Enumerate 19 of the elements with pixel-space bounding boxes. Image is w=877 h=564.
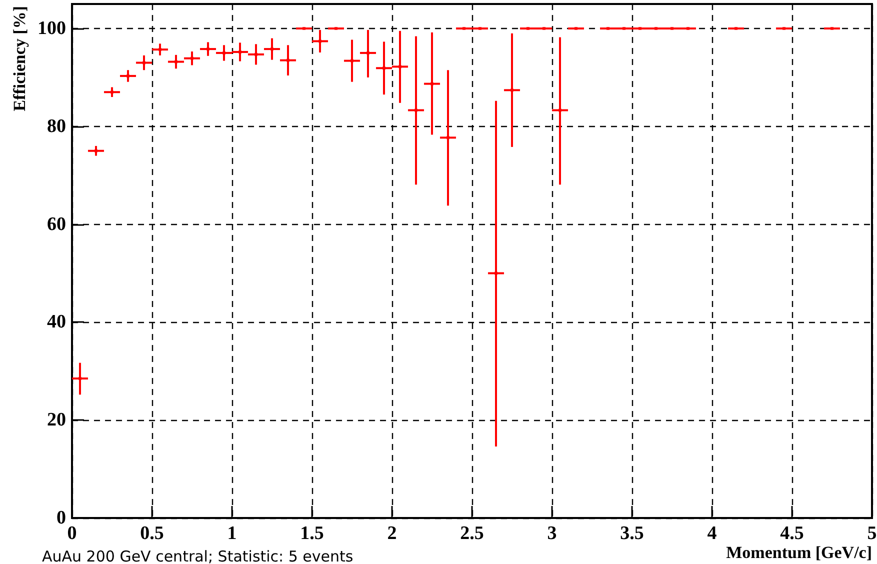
x-tick-label: 2 [387, 523, 397, 544]
x-tick-label: 5 [867, 523, 877, 544]
text: AuAu 200 GeV central; Statistic: 5 events [42, 548, 354, 564]
x-tick-label: 1.5 [300, 523, 324, 544]
x-tick-label: 0.5 [140, 523, 164, 544]
x-tick-label: 3 [547, 523, 557, 544]
y-tick-label: 40 [47, 312, 66, 333]
x-tick-label: 4.5 [780, 523, 804, 544]
y-axis-title: Efficiency [%] [10, 6, 29, 112]
y-tick-label: 100 [38, 18, 66, 39]
y-tick-label: 80 [47, 116, 66, 137]
x-tick-label: 4 [707, 523, 718, 544]
x-axis-title: Momentum [GeV/c] [726, 543, 872, 562]
y-tick-label: 0 [56, 508, 66, 528]
x-tick-label: 2.5 [460, 523, 484, 544]
y-tick-label: 60 [47, 214, 66, 235]
x-tick-label: 3.5 [620, 523, 644, 544]
x-tick-label: 1 [227, 523, 237, 544]
y-tick-label: 20 [47, 410, 66, 431]
